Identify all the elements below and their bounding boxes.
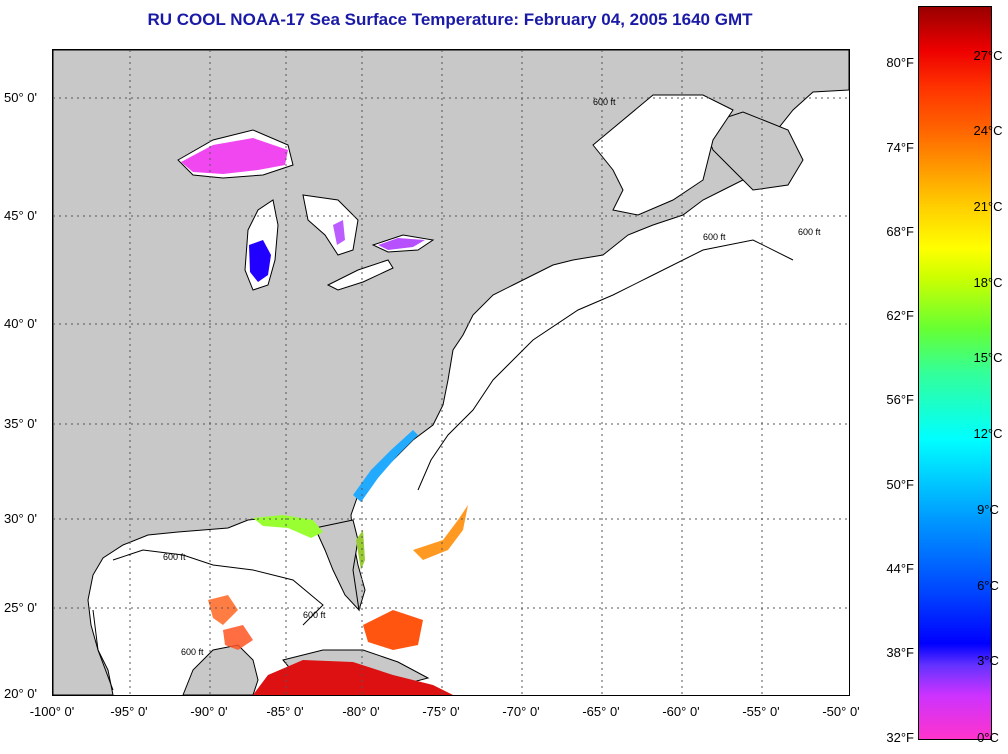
isobath-label-6: 600 ft	[303, 610, 326, 620]
lat-label-45: 45° 0'	[4, 208, 37, 223]
colorbar-f-74: 74°F	[886, 140, 914, 155]
colorbar-c-6: 6°C	[977, 578, 999, 593]
sst-florida-east	[356, 530, 365, 570]
land-florida	[314, 519, 360, 612]
isobath-600ft	[92, 239, 794, 691]
lon-label-65: -65° 0'	[582, 704, 620, 719]
lon-label-85: -85° 0'	[266, 704, 304, 719]
lat-label-30: 30° 0'	[4, 511, 37, 526]
temperature-colorbar	[918, 6, 992, 740]
colorbar-c-12: 12°C	[973, 426, 1003, 441]
lon-label-55: -55° 0'	[742, 704, 780, 719]
map-canvas: 600 ft 600 ft 600 ft 600 ft 600 ft 600 f…	[53, 50, 849, 695]
land-newfoundland	[702, 111, 804, 191]
gulf-st-lawrence	[592, 94, 734, 216]
lon-label-90: -90° 0'	[190, 704, 228, 719]
lon-label-100: -100° 0'	[29, 704, 75, 719]
colorbar-f-32: 32°F	[886, 730, 914, 745]
lon-label-95: -95° 0'	[110, 704, 148, 719]
colorbar-c-3: 3°C	[977, 653, 999, 668]
isobath-label-5: 600 ft	[181, 647, 204, 657]
graticule	[53, 50, 849, 695]
colorbar-f-80: 80°F	[886, 55, 914, 70]
lon-label-80: -80° 0'	[342, 704, 380, 719]
colorbar-f-68: 68°F	[886, 224, 914, 239]
lat-label-40: 40° 0'	[4, 316, 37, 331]
colorbar-f-44: 44°F	[886, 561, 914, 576]
sst-bahamas-orange	[413, 505, 468, 560]
sst-southeast-coast	[353, 430, 418, 502]
colorbar-f-38: 38°F	[886, 645, 914, 660]
lat-label-25: 25° 0'	[4, 600, 37, 615]
colorbar-c-24: 24°C	[973, 123, 1003, 138]
colorbar-c-15: 15°C	[973, 350, 1003, 365]
colorbar-c-9: 9°C	[977, 502, 999, 517]
colorbar-c-21: 21°C	[973, 199, 1003, 214]
colorbar-c-0: 0°C	[977, 730, 999, 745]
sst-gulf-west	[208, 595, 238, 625]
isobath-label-3: 600 ft	[798, 227, 821, 237]
sst-florida-panhandle	[253, 515, 323, 538]
sst-map[interactable]: 600 ft 600 ft 600 ft 600 ft 600 ft 600 f…	[52, 49, 850, 696]
lon-label-60: -60° 0'	[662, 704, 700, 719]
lon-label-75: -75° 0'	[422, 704, 460, 719]
land-yucatan	[182, 644, 259, 695]
map-title: RU COOL NOAA-17 Sea Surface Temperature:…	[147, 10, 753, 29]
sst-lake-michigan	[249, 240, 271, 282]
colorbar-f-56: 56°F	[886, 392, 914, 407]
colorbar-f-62: 62°F	[886, 308, 914, 323]
sst-north-cuba	[363, 610, 423, 650]
lat-label-20: 20° 0'	[4, 686, 37, 701]
isobath-label-4: 600 ft	[163, 552, 186, 562]
sst-lake-superior	[181, 138, 288, 174]
sst-gulf-central	[223, 625, 253, 650]
lon-label-50: -50° 0'	[822, 704, 860, 719]
colorbar-c-27: 27°C	[973, 48, 1003, 63]
isobath-label-2: 600 ft	[703, 232, 726, 242]
colorbar-f-50: 50°F	[886, 477, 914, 492]
sst-lake-huron	[333, 220, 345, 245]
colorbar-c-18: 18°C	[973, 275, 1003, 290]
lat-label-35: 35° 0'	[4, 416, 37, 431]
lake-erie	[326, 259, 394, 291]
lat-label-50: 50° 0'	[4, 90, 37, 105]
lon-label-70: -70° 0'	[502, 704, 540, 719]
isobath-label-1: 600 ft	[593, 97, 616, 107]
sst-lake-ontario	[378, 238, 425, 250]
sst-caribbean	[253, 660, 453, 695]
